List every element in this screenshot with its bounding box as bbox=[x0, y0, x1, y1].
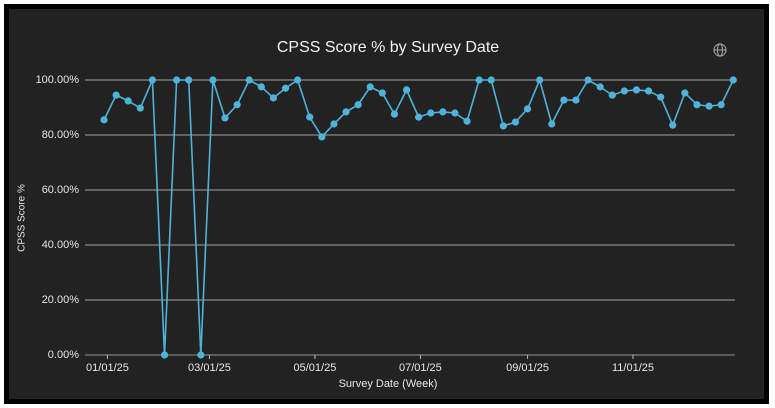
point bbox=[342, 108, 350, 116]
point bbox=[136, 104, 144, 112]
point bbox=[330, 120, 338, 128]
point bbox=[245, 76, 253, 84]
point bbox=[451, 109, 459, 117]
point bbox=[572, 96, 580, 104]
point bbox=[390, 110, 399, 118]
point bbox=[499, 122, 507, 130]
point bbox=[269, 94, 278, 102]
x-tick-label: 01/01/25 bbox=[86, 362, 129, 374]
point bbox=[354, 101, 362, 109]
chart-title: CPSS Score % by Survey Date bbox=[277, 39, 499, 56]
point bbox=[209, 76, 217, 84]
point bbox=[257, 83, 265, 91]
point bbox=[584, 76, 592, 84]
point bbox=[717, 101, 725, 109]
point bbox=[475, 76, 483, 84]
point bbox=[185, 76, 193, 84]
point bbox=[318, 133, 326, 141]
y-tick-label: 0.00% bbox=[48, 349, 79, 361]
point bbox=[233, 101, 241, 109]
point bbox=[463, 117, 471, 125]
point bbox=[548, 120, 556, 128]
point bbox=[402, 86, 411, 94]
panel bbox=[9, 9, 764, 399]
point bbox=[148, 76, 157, 84]
point bbox=[644, 87, 653, 95]
point bbox=[112, 91, 120, 99]
point bbox=[596, 83, 604, 91]
point bbox=[294, 76, 302, 84]
point bbox=[221, 114, 229, 122]
point bbox=[281, 84, 290, 92]
point bbox=[669, 121, 677, 129]
y-tick-label: 80.00% bbox=[42, 129, 80, 141]
x-tick-label: 07/01/25 bbox=[399, 362, 442, 374]
point bbox=[657, 93, 665, 101]
point bbox=[608, 91, 616, 99]
point bbox=[100, 116, 108, 124]
y-tick-label: 100.00% bbox=[36, 74, 80, 86]
point bbox=[681, 89, 689, 97]
y-tick-label: 40.00% bbox=[42, 239, 80, 251]
x-tick-label: 05/01/25 bbox=[294, 362, 337, 374]
point bbox=[620, 87, 628, 95]
point bbox=[536, 76, 544, 84]
point bbox=[197, 351, 205, 359]
point bbox=[366, 83, 374, 91]
point bbox=[439, 108, 447, 116]
point bbox=[729, 76, 737, 84]
x-axis-label: Survey Date (Week) bbox=[339, 378, 438, 390]
point bbox=[705, 102, 713, 110]
point bbox=[427, 109, 435, 117]
point bbox=[632, 86, 641, 94]
point bbox=[173, 76, 181, 84]
point bbox=[560, 96, 568, 104]
x-tick-label: 09/01/25 bbox=[506, 362, 549, 374]
point bbox=[487, 76, 495, 84]
x-tick-label: 11/01/25 bbox=[612, 362, 654, 374]
y-tick-label: 60.00% bbox=[42, 184, 80, 196]
x-tick-label: 03/01/25 bbox=[188, 362, 231, 374]
point bbox=[511, 118, 520, 126]
point bbox=[160, 351, 169, 359]
point bbox=[523, 105, 532, 113]
point bbox=[306, 113, 314, 121]
point bbox=[415, 113, 423, 121]
y-axis-label: CPSS Score % bbox=[17, 184, 28, 252]
point bbox=[378, 89, 386, 97]
globe-icon[interactable] bbox=[713, 43, 727, 57]
y-tick-label: 20.00% bbox=[42, 294, 80, 306]
point bbox=[693, 101, 701, 109]
point bbox=[124, 97, 132, 105]
